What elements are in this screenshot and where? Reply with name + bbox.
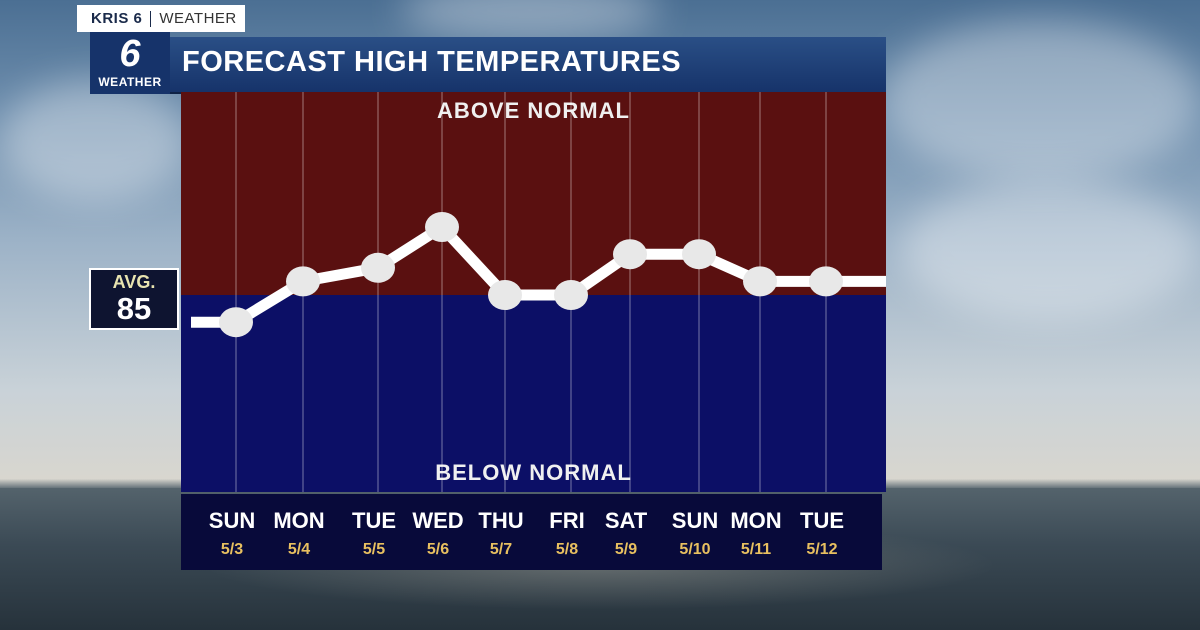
background-cloud (900, 180, 1200, 320)
day-label: SUN (672, 508, 718, 533)
background-cloud (880, 20, 1200, 180)
data-point (613, 239, 647, 270)
station-logo: 6 WEATHER (90, 32, 170, 94)
average-label: AVG. (112, 272, 156, 292)
date-label: 5/9 (615, 541, 637, 558)
date-label: 5/3 (221, 541, 243, 558)
data-point (554, 280, 588, 310)
below-normal-band (181, 295, 886, 492)
day-label: SUN (209, 508, 255, 533)
background-cloud (0, 80, 190, 200)
date-label: 5/5 (363, 541, 385, 558)
above-normal-label: ABOVE NORMAL (437, 98, 630, 123)
chart-title: FORECAST HIGH TEMPERATURES (182, 46, 682, 78)
date-label: 5/8 (556, 541, 578, 558)
chart-header (90, 37, 886, 94)
logo-number: 6 (119, 33, 141, 75)
day-label: WED (412, 508, 463, 533)
data-point (743, 266, 777, 297)
data-point (425, 212, 459, 242)
station-name: KRIS 6 (91, 10, 143, 27)
day-label: MON (273, 508, 324, 533)
date-label: 5/12 (806, 541, 837, 558)
day-axis (181, 494, 882, 570)
below-normal-label: BELOW NORMAL (435, 460, 632, 485)
data-point (361, 252, 395, 283)
day-label: FRI (549, 508, 584, 533)
day-label: TUE (800, 508, 844, 533)
day-label: THU (478, 508, 523, 533)
day-label: SAT (605, 508, 648, 533)
date-label: 5/7 (490, 541, 512, 558)
station-tag: KRIS 6 WEATHER (77, 5, 245, 32)
day-label: TUE (352, 508, 396, 533)
data-point (809, 266, 843, 297)
average-value: 85 (116, 291, 152, 326)
date-label: 5/6 (427, 541, 449, 558)
tag-divider (150, 10, 152, 27)
data-point (488, 280, 522, 310)
section-name: WEATHER (159, 10, 237, 27)
data-point (219, 307, 253, 338)
data-point (286, 266, 320, 297)
data-point (682, 239, 716, 270)
average-badge: AVG. 85 (89, 268, 179, 330)
day-label: MON (730, 508, 781, 533)
date-label: 5/4 (288, 541, 310, 558)
date-label: 5/11 (741, 541, 771, 558)
above-normal-band (181, 92, 886, 295)
logo-label: WEATHER (98, 75, 162, 89)
date-label: 5/10 (679, 541, 710, 558)
plot-area: ABOVE NORMAL BELOW NORMAL (181, 92, 886, 492)
